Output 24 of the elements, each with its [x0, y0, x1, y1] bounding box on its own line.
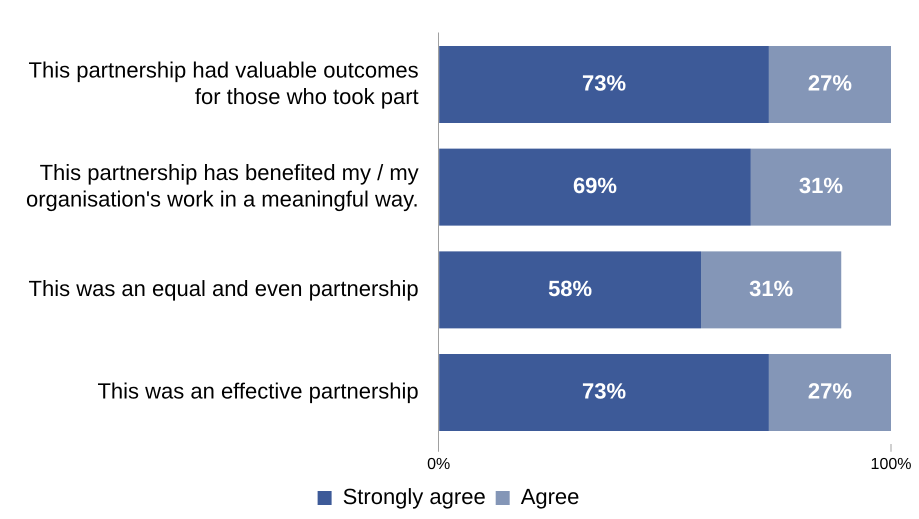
bar	[750, 148, 891, 226]
data-label: 27%	[808, 70, 852, 96]
y-tick-label: This partnership has benefited my / my organisation's work in a meaningful way.	[26, 160, 419, 212]
bar	[701, 251, 842, 328]
legend-label: Strongly agree	[342, 484, 486, 510]
data-label: 31%	[749, 276, 794, 301]
bar	[439, 251, 702, 328]
data-label: 31%	[798, 173, 843, 198]
y-tick-label: This partnership had valuable outcomes for those who took part	[28, 57, 419, 109]
data-label: 73%	[582, 70, 626, 96]
data-label: 58%	[548, 276, 592, 301]
bar	[768, 354, 891, 431]
legend-label: Agree	[520, 484, 580, 510]
bar	[439, 148, 751, 226]
data-label: 69%	[572, 173, 617, 198]
bar	[768, 46, 891, 124]
data-label: 73%	[582, 378, 626, 404]
x-tick-label: 100%	[870, 456, 912, 473]
bar	[439, 354, 769, 431]
y-tick-label: This was an effective partnership	[97, 378, 419, 404]
bar	[439, 46, 769, 124]
y-tick-label: This was an equal and even partnership	[28, 276, 419, 301]
x-tick-label: 0%	[427, 456, 450, 473]
data-label: 27%	[808, 378, 852, 404]
